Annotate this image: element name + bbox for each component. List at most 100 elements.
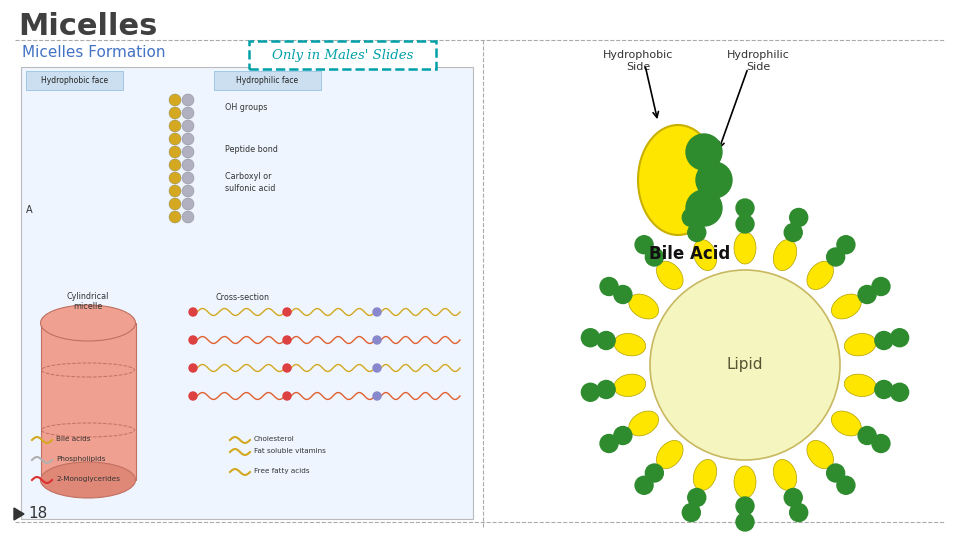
Circle shape (736, 497, 754, 515)
Ellipse shape (774, 460, 797, 490)
Circle shape (687, 489, 706, 507)
Circle shape (613, 286, 632, 303)
Circle shape (686, 190, 722, 226)
Ellipse shape (774, 240, 797, 271)
Circle shape (736, 513, 754, 531)
Text: Free fatty acids: Free fatty acids (254, 468, 310, 474)
Ellipse shape (845, 374, 876, 396)
Circle shape (373, 364, 381, 372)
Circle shape (891, 329, 908, 347)
Circle shape (169, 107, 181, 119)
Circle shape (837, 476, 855, 494)
Circle shape (696, 162, 732, 198)
Circle shape (169, 94, 181, 106)
Ellipse shape (693, 460, 717, 490)
Circle shape (645, 248, 663, 266)
Circle shape (597, 381, 615, 399)
Circle shape (182, 198, 194, 210)
Circle shape (827, 248, 845, 266)
Circle shape (858, 427, 876, 444)
Circle shape (169, 185, 181, 197)
Text: Bile Acid: Bile Acid (649, 245, 731, 263)
Text: Lipid: Lipid (727, 357, 763, 373)
Circle shape (683, 503, 700, 522)
Circle shape (650, 270, 840, 460)
Circle shape (837, 236, 855, 254)
Circle shape (736, 215, 754, 233)
Circle shape (636, 236, 653, 254)
Circle shape (686, 134, 722, 170)
Bar (40, 323, 135, 480)
Ellipse shape (638, 125, 718, 235)
Text: Bile acids: Bile acids (56, 436, 90, 442)
Text: Cross-section: Cross-section (215, 293, 269, 302)
Circle shape (189, 308, 197, 316)
Circle shape (283, 392, 291, 400)
Circle shape (182, 172, 194, 184)
Text: OH groups: OH groups (225, 103, 268, 112)
Circle shape (582, 329, 599, 347)
FancyBboxPatch shape (21, 67, 473, 519)
Ellipse shape (807, 441, 833, 469)
Circle shape (597, 332, 615, 349)
Circle shape (373, 392, 381, 400)
Circle shape (283, 336, 291, 344)
Ellipse shape (657, 441, 684, 469)
Ellipse shape (629, 294, 659, 319)
Circle shape (784, 489, 803, 507)
Circle shape (784, 224, 803, 241)
Text: Cholesterol: Cholesterol (254, 436, 295, 442)
Circle shape (875, 381, 893, 399)
Text: 2-Monoglycerides: 2-Monoglycerides (56, 476, 120, 482)
Ellipse shape (734, 232, 756, 264)
FancyBboxPatch shape (214, 71, 321, 90)
Text: Micelles: Micelles (18, 12, 157, 41)
Circle shape (373, 308, 381, 316)
Text: Peptide bond: Peptide bond (225, 145, 277, 154)
Circle shape (858, 286, 876, 303)
Circle shape (736, 199, 754, 217)
Circle shape (182, 107, 194, 119)
Ellipse shape (613, 334, 646, 356)
Ellipse shape (40, 462, 135, 498)
Circle shape (182, 185, 194, 197)
Circle shape (283, 364, 291, 372)
FancyBboxPatch shape (249, 41, 436, 69)
Circle shape (182, 211, 194, 223)
Circle shape (182, 146, 194, 158)
Circle shape (283, 308, 291, 316)
Text: Hydrophilic face: Hydrophilic face (236, 76, 299, 85)
Circle shape (827, 464, 845, 482)
Circle shape (872, 278, 890, 295)
Circle shape (182, 120, 194, 132)
Circle shape (189, 364, 197, 372)
Ellipse shape (807, 261, 833, 289)
Text: Micelles Formation: Micelles Formation (22, 45, 165, 60)
Text: sulfonic acid: sulfonic acid (225, 184, 276, 193)
Text: Carboxyl or: Carboxyl or (225, 172, 272, 181)
Text: Hydrophobic face: Hydrophobic face (41, 76, 108, 85)
Ellipse shape (657, 261, 684, 289)
Circle shape (790, 503, 807, 522)
Ellipse shape (734, 466, 756, 498)
Ellipse shape (845, 334, 876, 356)
Circle shape (582, 383, 599, 401)
Text: Fat soluble vitamins: Fat soluble vitamins (254, 448, 325, 454)
Circle shape (790, 208, 807, 226)
Circle shape (687, 224, 706, 241)
Circle shape (189, 336, 197, 344)
Circle shape (169, 159, 181, 171)
Ellipse shape (40, 305, 135, 341)
Ellipse shape (693, 240, 717, 271)
Circle shape (169, 120, 181, 132)
Circle shape (613, 427, 632, 444)
FancyBboxPatch shape (26, 71, 123, 90)
Circle shape (600, 278, 618, 295)
Circle shape (872, 435, 890, 453)
Circle shape (169, 172, 181, 184)
Circle shape (373, 336, 381, 344)
Circle shape (169, 198, 181, 210)
Text: Cylindrical
micelle: Cylindrical micelle (67, 292, 109, 312)
Text: A: A (26, 205, 33, 215)
Circle shape (169, 211, 181, 223)
